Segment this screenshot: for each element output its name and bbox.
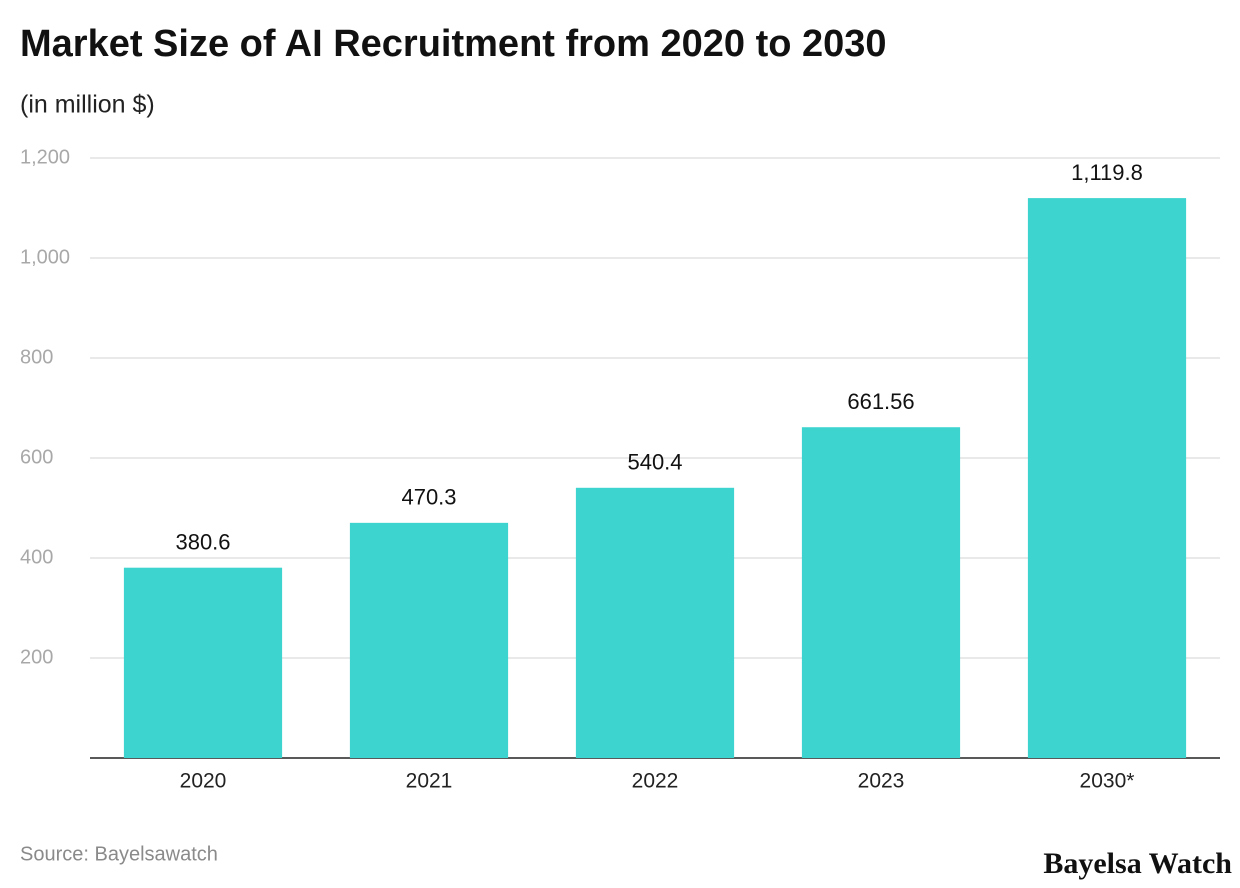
bar bbox=[575, 487, 735, 758]
bar bbox=[123, 567, 283, 758]
x-tick-label: 2021 bbox=[406, 770, 453, 793]
bar bbox=[1027, 198, 1187, 759]
x-tick-label: 2022 bbox=[632, 770, 679, 793]
y-tick-label: 200 bbox=[20, 646, 53, 668]
bar bbox=[801, 427, 961, 758]
chart-title: Market Size of AI Recruitment from 2020 … bbox=[20, 23, 887, 65]
y-tick-label: 600 bbox=[20, 446, 53, 468]
y-tick-label: 1,000 bbox=[20, 246, 70, 268]
chart-subtitle: (in million $) bbox=[20, 91, 155, 119]
brand: Bayelsa Watch bbox=[1043, 847, 1232, 880]
y-tick-label: 800 bbox=[20, 346, 53, 368]
x-tick-label: 2023 bbox=[858, 770, 905, 793]
value-label: 661.56 bbox=[847, 389, 914, 414]
value-label: 470.3 bbox=[401, 485, 456, 510]
x-tick-label: 2020 bbox=[180, 770, 227, 793]
value-label: 540.4 bbox=[627, 450, 682, 475]
value-label: 380.6 bbox=[175, 530, 230, 555]
value-label: 1,119.8 bbox=[1071, 160, 1143, 185]
x-tick-label: 2030* bbox=[1080, 770, 1135, 793]
source: Source: Bayelsawatch bbox=[20, 843, 218, 865]
bar bbox=[349, 522, 509, 758]
y-tick-label: 400 bbox=[20, 546, 53, 568]
y-tick-label: 1,200 bbox=[20, 146, 70, 168]
